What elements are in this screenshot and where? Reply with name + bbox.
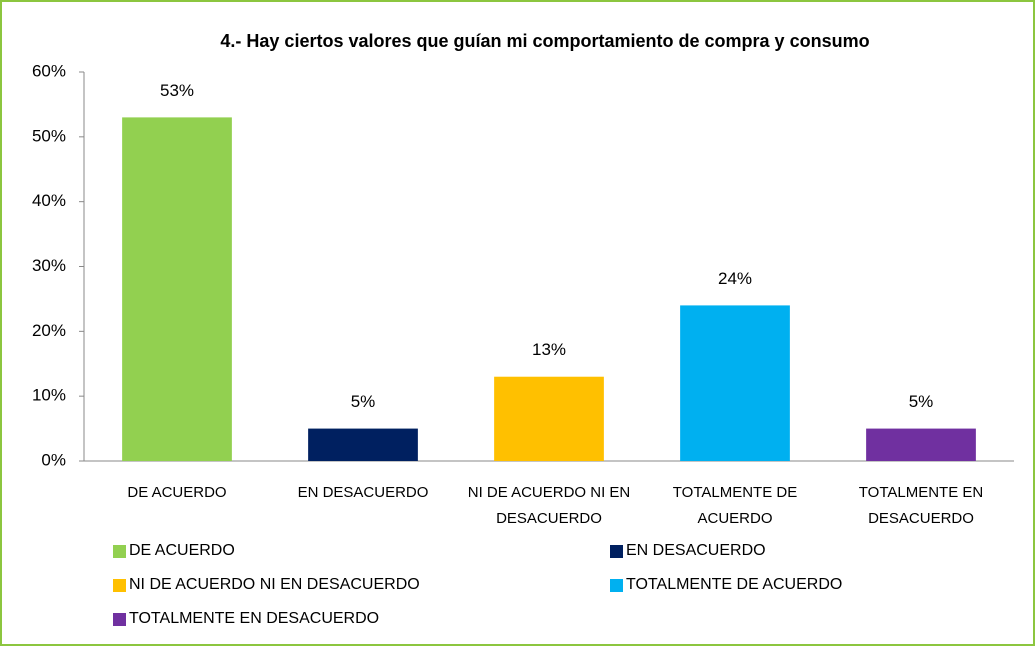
legend-swatch [113,578,126,592]
y-tick-label: 10% [32,386,66,405]
y-tick-label: 60% [32,61,66,80]
data-label: 5% [909,392,934,411]
legend-label: NI DE ACUERDO NI EN DESACUERDO [129,576,420,593]
y-tick-label: 40% [32,191,66,210]
legend-label: TOTALMENTE DE ACUERDO [626,576,843,593]
legend-swatch [610,578,623,592]
legend-label: TOTALMENTE EN DESACUERDO [129,610,380,627]
x-tick-label: TOTALMENTE DE ACUERDO [672,484,798,527]
data-label: 5% [351,392,376,411]
legend-label: DE ACUERDO [129,542,235,559]
legend-item: TOTALMENTE EN DESACUERDO [113,610,379,628]
data-label: 13% [532,340,566,359]
bar [866,428,976,461]
legend-item: DE ACUERDO [113,542,235,560]
bar [122,117,232,461]
legend-swatch [610,544,623,558]
y-tick-label: 0% [41,450,66,469]
y-tick-label: 30% [32,256,66,275]
legend-swatch [113,612,126,626]
legend-item: NI DE ACUERDO NI EN DESACUERDO [113,576,420,594]
y-tick-label: 50% [32,126,66,145]
x-tick-label: TOTALMENTE EN DESACUERDO [858,484,984,527]
bar [494,376,604,461]
legend-label: EN DESACUERDO [626,542,766,559]
chart-title: 4.- Hay ciertos valores que guían mi com… [220,31,869,51]
bar [680,305,790,461]
x-tick-label: EN DESACUERDO [297,484,429,501]
legend-item: TOTALMENTE DE ACUERDO [610,576,842,594]
y-tick-label: 20% [32,321,66,340]
legend-swatch [113,544,126,558]
x-tick-label: DE ACUERDO [127,484,227,501]
bar [308,428,418,461]
legend-item: EN DESACUERDO [610,542,766,560]
data-label: 24% [718,269,752,288]
x-tick-label: NI DE ACUERDO NI EN DESACUERDO [467,484,631,527]
data-label: 53% [160,81,194,100]
